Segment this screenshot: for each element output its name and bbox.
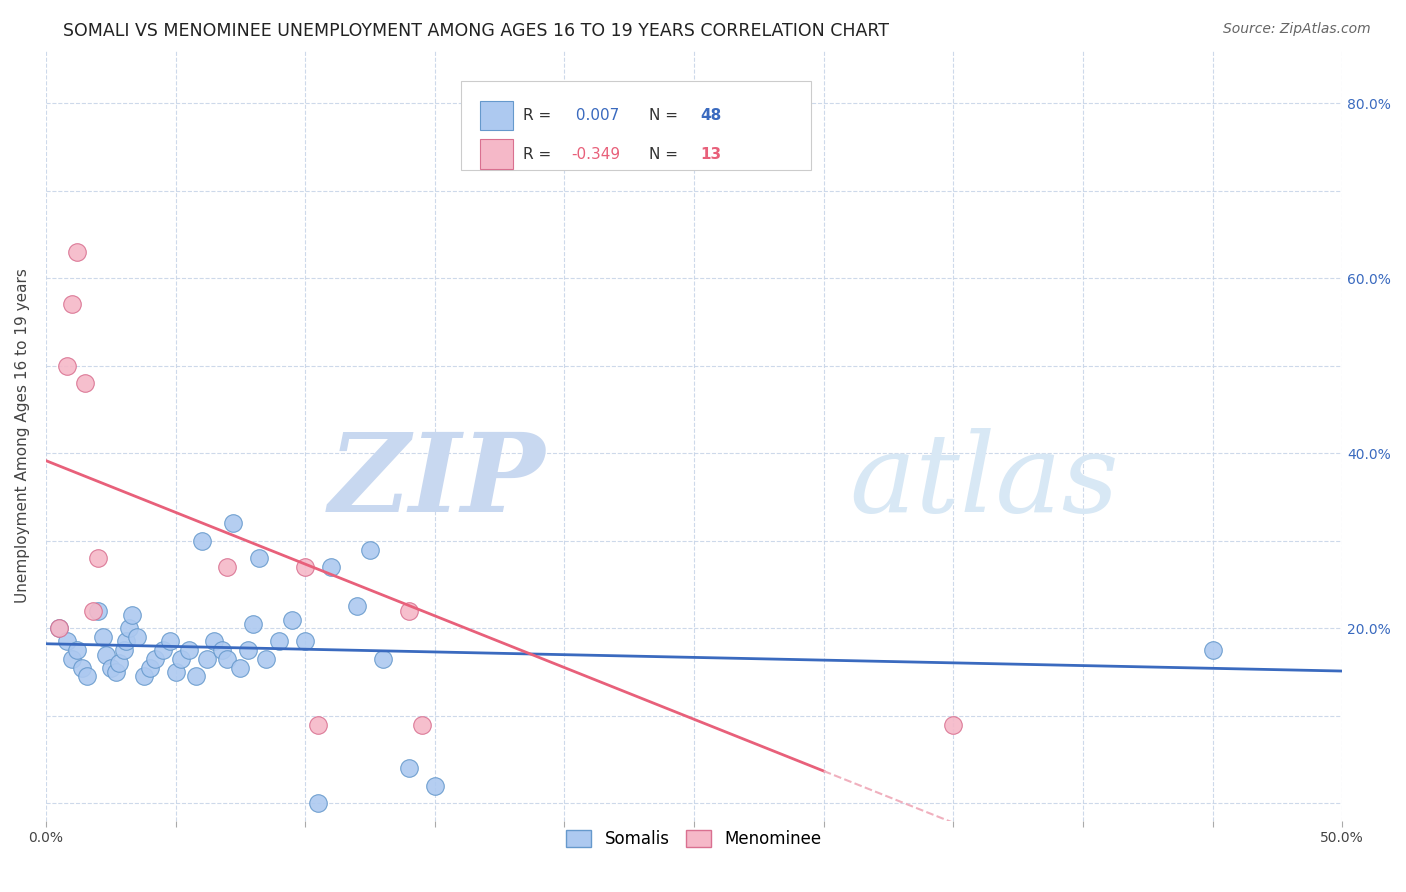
Point [94, 648, 117, 662]
Point [217, 560, 239, 574]
Point [204, 634, 226, 648]
Point [398, 604, 420, 618]
Point [66, 643, 89, 657]
Point [195, 652, 218, 666]
Point [321, 560, 343, 574]
Point [138, 660, 160, 674]
Point [60, 652, 83, 666]
Point [48, 621, 70, 635]
Point [398, 761, 420, 775]
Point [294, 634, 316, 648]
Point [177, 643, 200, 657]
Text: N =: N = [648, 108, 683, 122]
Bar [481, 139, 513, 169]
Text: N =: N = [648, 146, 683, 161]
Point [87, 551, 110, 566]
Point [121, 608, 143, 623]
Point [100, 660, 122, 674]
Text: atlas: atlas [849, 428, 1119, 536]
Point [55, 634, 77, 648]
Point [73, 376, 96, 391]
Point [281, 613, 304, 627]
Point [238, 643, 260, 657]
Point [221, 516, 243, 531]
Point [82, 604, 104, 618]
Point [60, 297, 83, 311]
Point [143, 652, 166, 666]
Point [186, 669, 208, 683]
Point [211, 643, 233, 657]
Point [307, 797, 329, 811]
Text: -0.349: -0.349 [571, 146, 620, 161]
Point [423, 779, 446, 793]
Text: 48: 48 [700, 108, 721, 122]
FancyBboxPatch shape [461, 81, 811, 170]
Text: ZIP: ZIP [329, 428, 546, 536]
Point [125, 630, 148, 644]
Point [48, 621, 70, 635]
Text: Source: ZipAtlas.com: Source: ZipAtlas.com [1223, 22, 1371, 37]
Point [307, 717, 329, 731]
Point [115, 634, 138, 648]
Point [269, 634, 291, 648]
Point [118, 621, 141, 635]
Y-axis label: Unemployment Among Ages 16 to 19 years: Unemployment Among Ages 16 to 19 years [15, 268, 30, 603]
Text: 13: 13 [700, 146, 721, 161]
Point [1201, 643, 1223, 657]
Point [942, 717, 965, 731]
Point [152, 643, 174, 657]
Point [72, 660, 94, 674]
Point [159, 634, 181, 648]
Point [229, 660, 252, 674]
Point [254, 652, 277, 666]
Point [76, 669, 98, 683]
Text: 0.007: 0.007 [571, 108, 619, 122]
Point [66, 244, 89, 259]
Bar [481, 101, 513, 129]
Point [170, 652, 193, 666]
Point [217, 652, 239, 666]
Point [165, 665, 187, 679]
Point [247, 551, 270, 566]
Point [91, 630, 114, 644]
Text: SOMALI VS MENOMINEE UNEMPLOYMENT AMONG AGES 16 TO 19 YEARS CORRELATION CHART: SOMALI VS MENOMINEE UNEMPLOYMENT AMONG A… [63, 22, 889, 40]
Point [294, 560, 316, 574]
Text: R =: R = [523, 108, 557, 122]
Legend: Somalis, Menominee: Somalis, Menominee [560, 823, 828, 855]
Point [371, 652, 394, 666]
Point [107, 657, 129, 671]
Point [190, 533, 212, 548]
Point [411, 717, 433, 731]
Point [359, 542, 381, 557]
Point [134, 669, 156, 683]
Point [87, 604, 110, 618]
Point [242, 616, 264, 631]
Point [346, 599, 368, 614]
Point [104, 665, 127, 679]
Text: R =: R = [523, 146, 557, 161]
Point [55, 359, 77, 373]
Point [112, 643, 135, 657]
